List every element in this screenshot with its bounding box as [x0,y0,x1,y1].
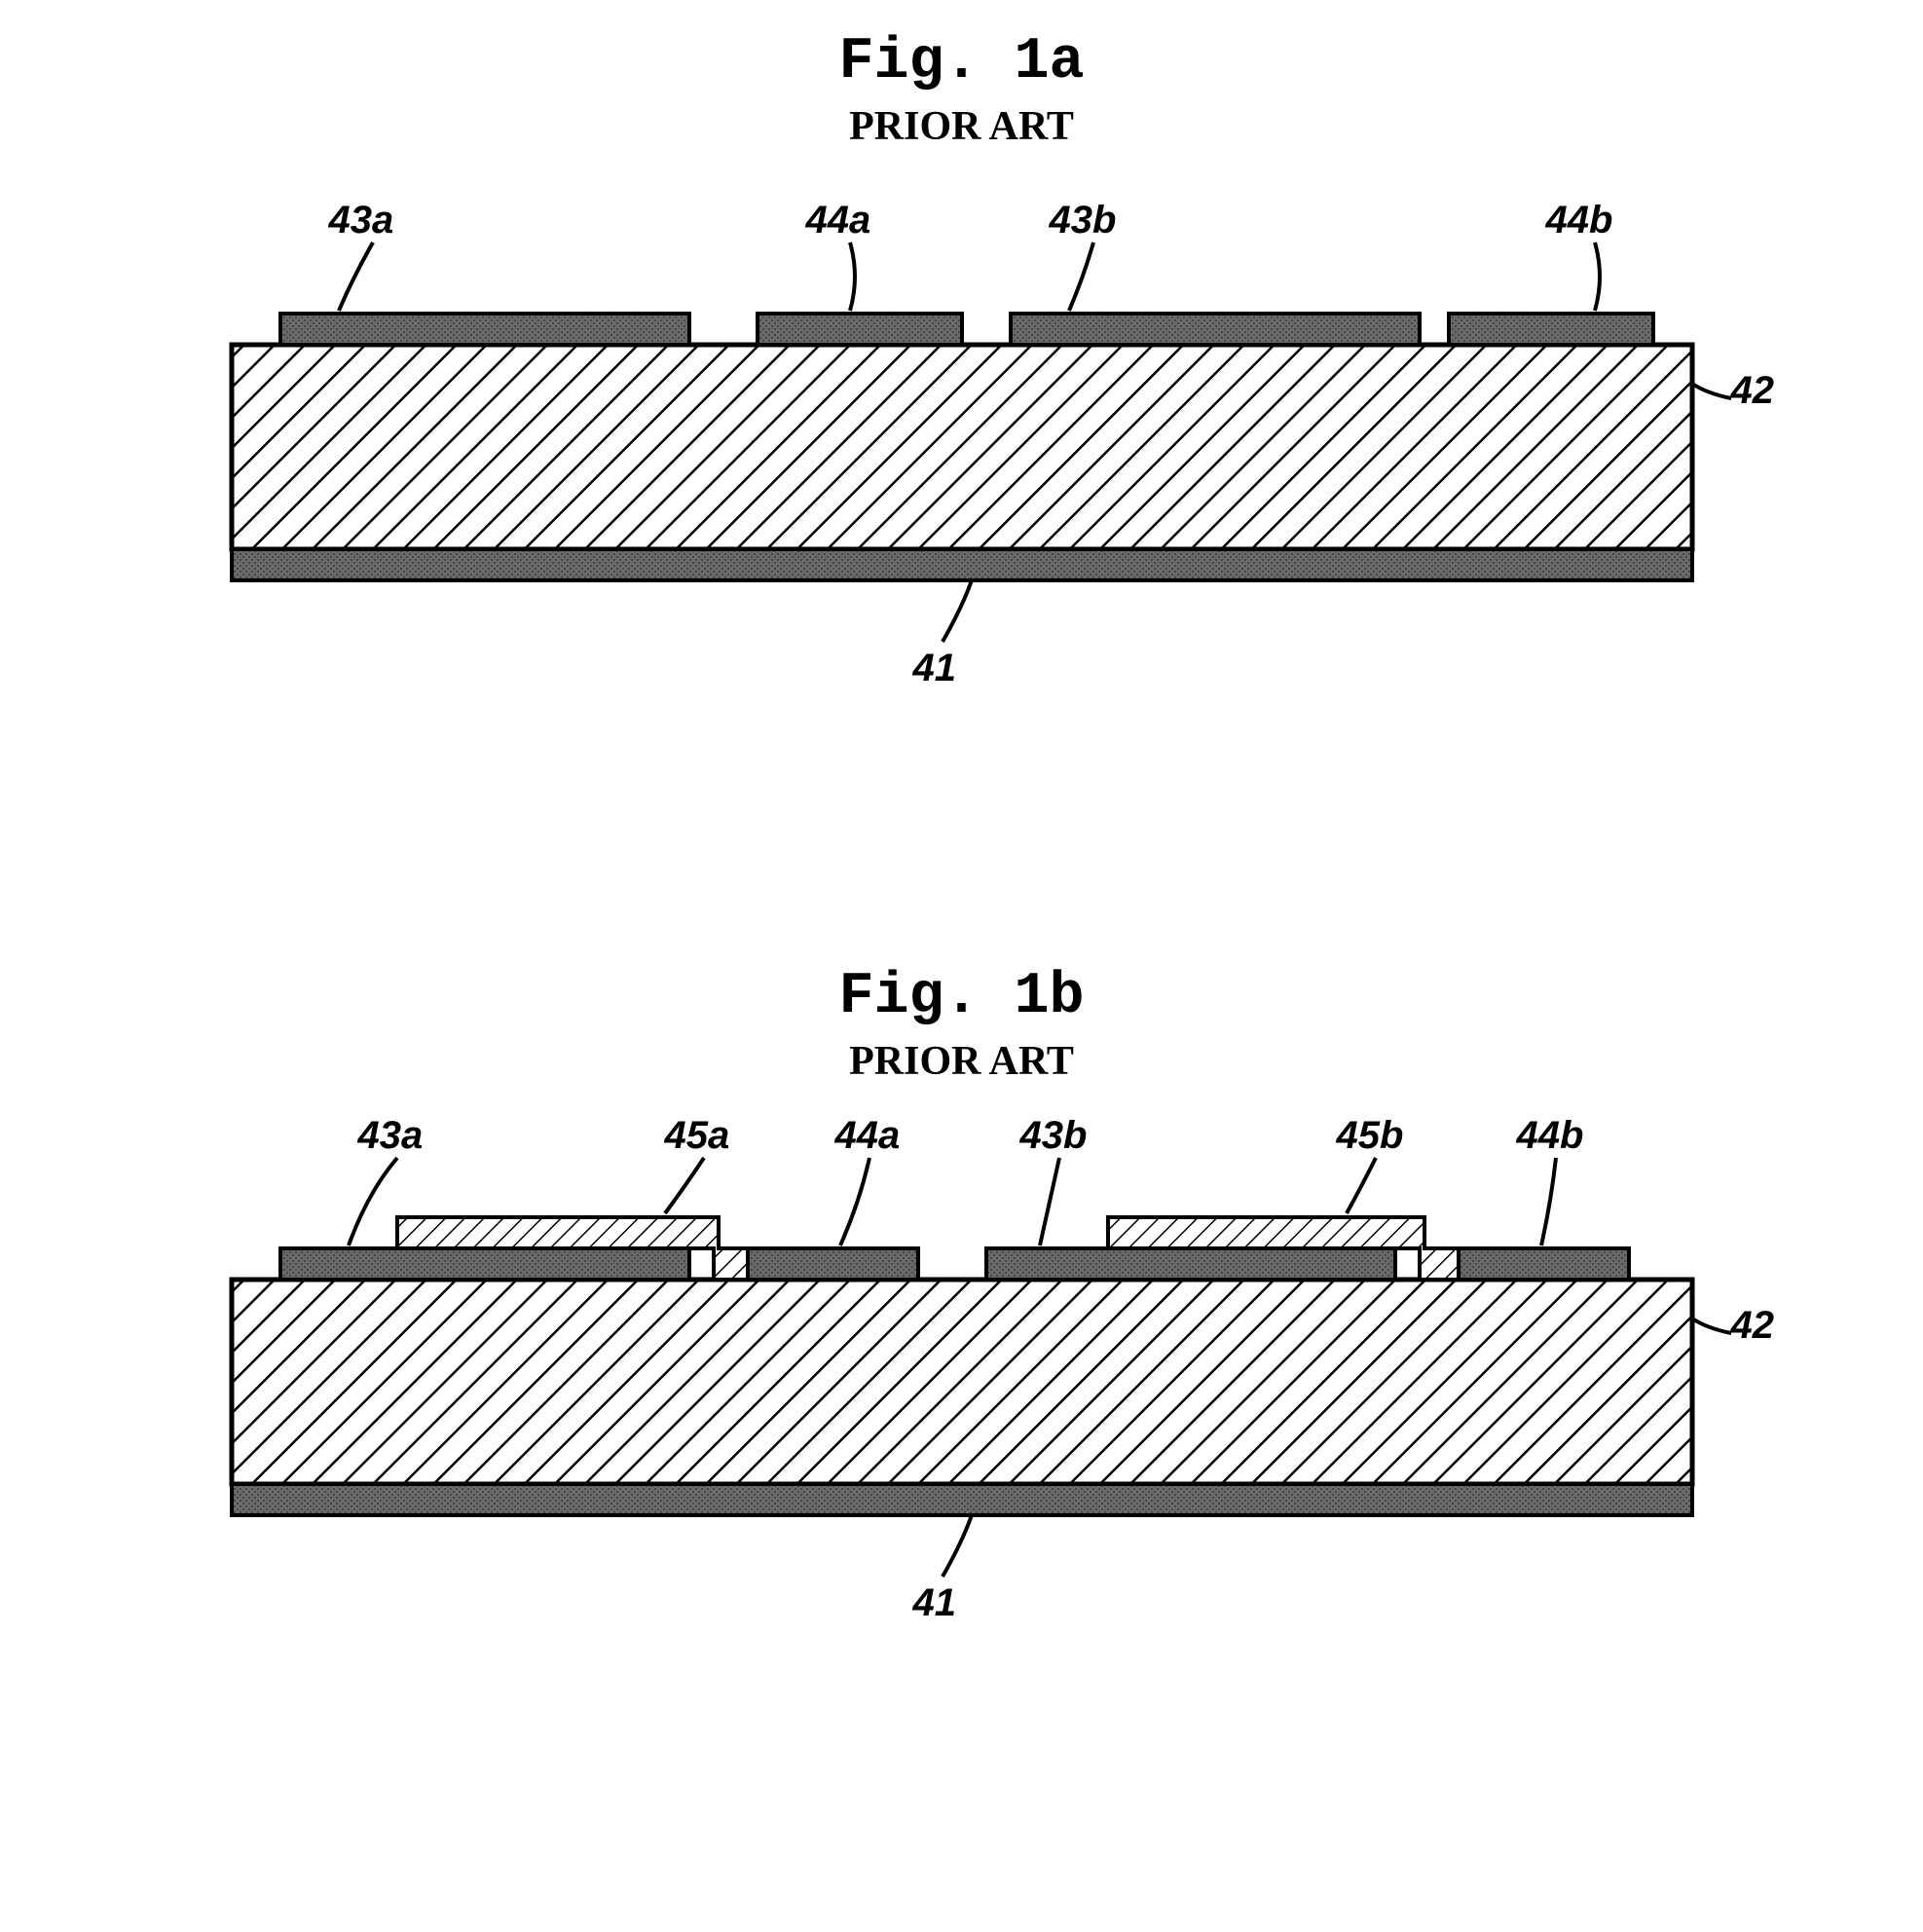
figure-1b-svg [134,1085,1790,1689]
label-b-45b: 45b [1337,1114,1404,1158]
label-41: 41 [913,647,957,690]
figure-1a: Fig. 1a PRIOR ART 43a 44a 43b 44b 42 41 [134,29,1790,754]
label-43a: 43a [329,199,394,242]
label-42: 42 [1731,369,1775,413]
label-b-44a: 44a [835,1114,901,1158]
label-b-43b: 43b [1020,1114,1088,1158]
figure-1b-title: Fig. 1b [134,964,1790,1030]
label-43b: 43b [1050,199,1117,242]
label-b-41: 41 [913,1581,957,1625]
figure-1a-drawing: 43a 44a 43b 44b 42 41 [134,150,1790,754]
figure-1a-title: Fig. 1a [134,29,1790,95]
figure-1b-subtitle: PRIOR ART [134,1038,1790,1085]
figure-1b-drawing: 43a 45a 44a 43b 45b 44b 42 41 [134,1085,1790,1689]
label-44b: 44b [1546,199,1613,242]
figure-1a-subtitle: PRIOR ART [134,103,1790,150]
page: Fig. 1a PRIOR ART 43a 44a 43b 44b 42 41 [0,0,1923,1932]
label-b-45a: 45a [665,1114,730,1158]
label-44a: 44a [806,199,871,242]
label-b-44b: 44b [1517,1114,1584,1158]
figure-1b: Fig. 1b PRIOR ART 43a 45a 44a 43b 45b 44… [134,964,1790,1689]
label-b-42: 42 [1731,1304,1775,1348]
label-b-43a: 43a [358,1114,424,1158]
